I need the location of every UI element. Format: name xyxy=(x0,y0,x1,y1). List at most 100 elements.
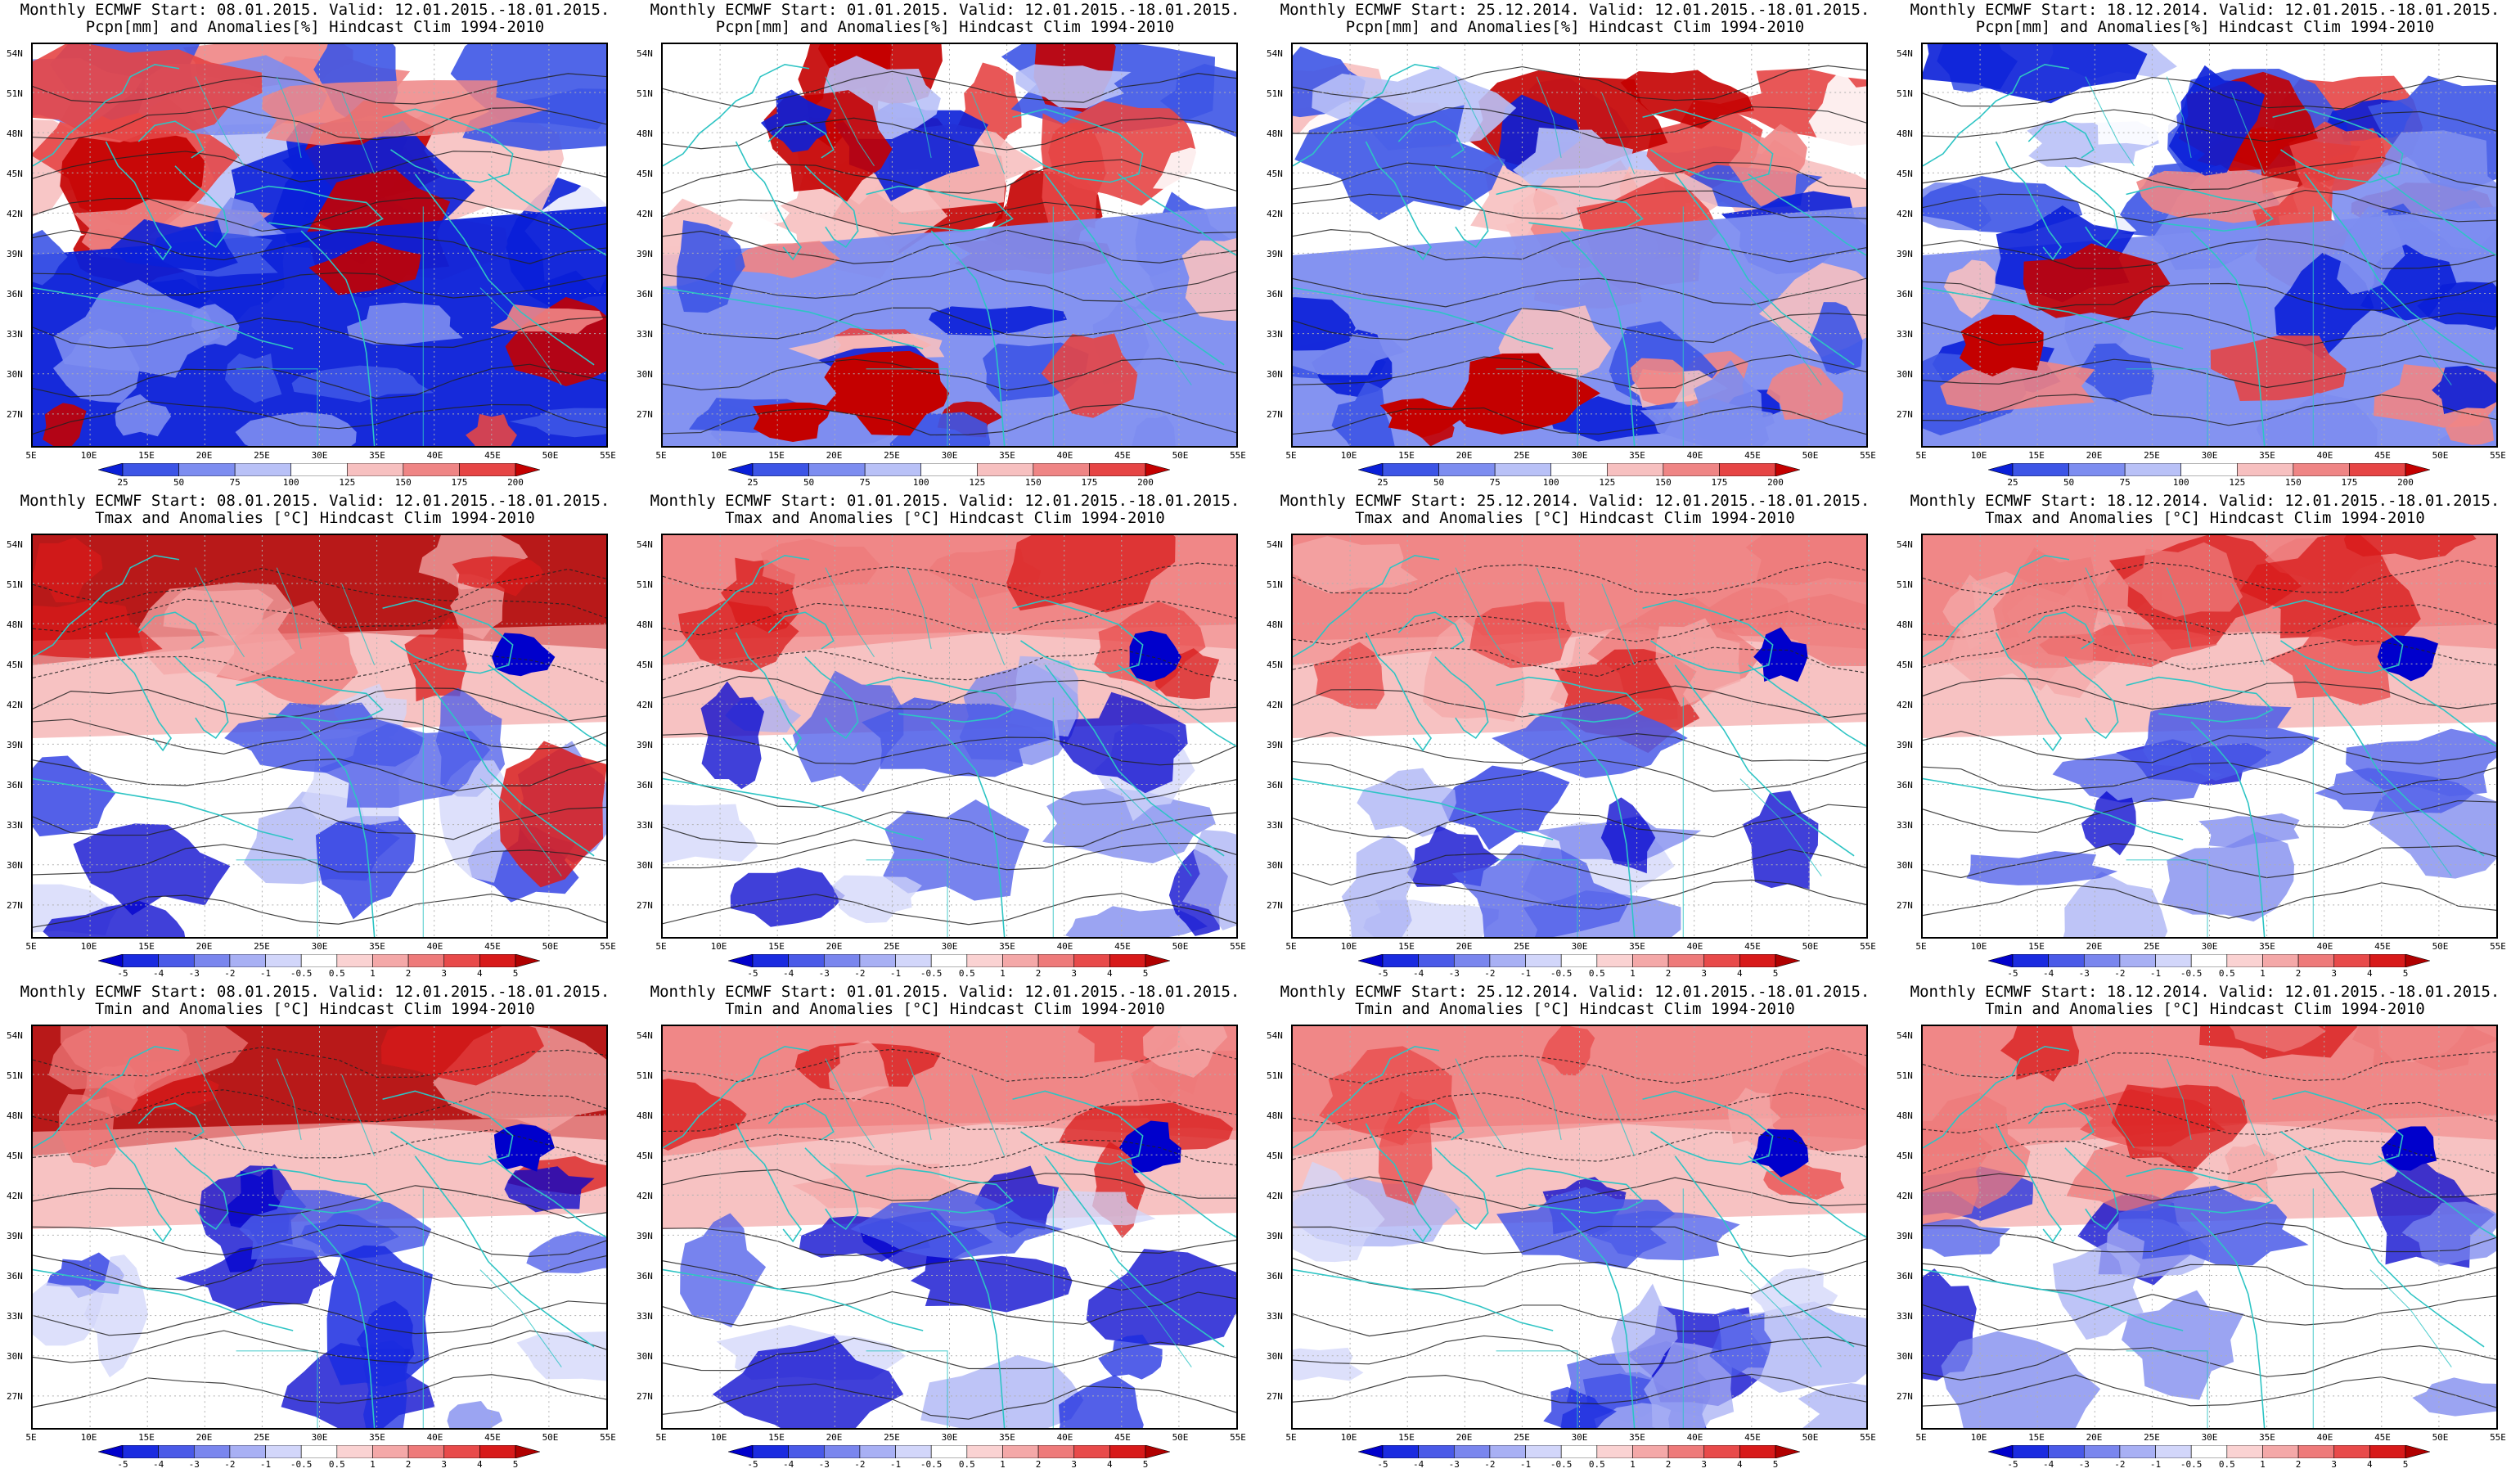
colorbar-tick-label: 200 xyxy=(1767,477,1784,488)
colorbar-swatch xyxy=(265,953,302,968)
colorbar-tick-label: 2 xyxy=(1035,968,1042,979)
latitude-label: 27N xyxy=(7,1391,23,1402)
latitude-label: 39N xyxy=(1267,1231,1283,1241)
longitude-label: 55E xyxy=(1860,941,1876,952)
colorbar-tick-label: 5 xyxy=(1772,1459,1779,1470)
colorbar-swatch xyxy=(2226,953,2263,968)
panel-title-line-2: Tmax and Anomalies [°C] Hindcast Clim 19… xyxy=(1355,509,1795,527)
colorbar-tick-label: 2 xyxy=(405,1459,412,1470)
panel-title-line-1: Monthly ECMWF Start: 08.01.2015. Valid: … xyxy=(20,492,610,510)
colorbar-tick-label: 5 xyxy=(512,1459,519,1470)
colorbar-swatch xyxy=(1357,462,1384,477)
map-plot-area xyxy=(1291,43,1868,448)
longitude-label: 50E xyxy=(1802,450,1819,461)
colorbar-swatch xyxy=(1663,462,1720,477)
colorbar-tick-label: -2 xyxy=(2114,968,2126,979)
colorbar-swatch xyxy=(1987,953,2014,968)
colorbar-swatch xyxy=(895,953,932,968)
colorbar-tick-label: 125 xyxy=(2229,477,2246,488)
colorbar-tick-label: -1 xyxy=(1519,1459,1532,1470)
colorbar-tick-label: 4 xyxy=(2367,1459,2373,1470)
colorbar-tick-label: 175 xyxy=(1081,477,1098,488)
colorbar-tick-label: 5 xyxy=(1142,1459,1149,1470)
colorbar-tick-label: -3 xyxy=(1448,1459,1460,1470)
colorbar-swatch xyxy=(966,1444,1003,1459)
latitude-label: 30N xyxy=(1897,1351,1913,1362)
colorbar-tick-label: 2 xyxy=(1665,968,1672,979)
colorbar-swatch xyxy=(930,1444,968,1459)
latitude-label: 27N xyxy=(1267,900,1283,911)
latitude-label: 54N xyxy=(7,1030,23,1041)
colorbar-tick-label: -2 xyxy=(2114,1459,2126,1470)
longitude-label: 15E xyxy=(138,941,155,952)
colorbar-swatch xyxy=(193,953,231,968)
latitude-label: 30N xyxy=(637,860,653,871)
longitude-label: 15E xyxy=(1398,941,1415,952)
latitude-label: 36N xyxy=(1897,780,1913,791)
colorbar-tick-label: 1 xyxy=(370,1459,376,1470)
colorbar-swatch xyxy=(158,1444,195,1459)
colorbar-tick-label: 100 xyxy=(282,477,299,488)
map-plot-area xyxy=(1921,43,2498,448)
longitude-label: 30E xyxy=(1571,450,1588,461)
longitude-label: 30E xyxy=(941,450,958,461)
colorbar-swatch xyxy=(752,953,789,968)
colorbar-tick-label: 0.5 xyxy=(2218,968,2235,979)
latitude-label: 33N xyxy=(7,1311,23,1322)
colorbar-swatch xyxy=(2190,953,2228,968)
colorbar-swatch xyxy=(193,1444,231,1459)
colorbar-swatch xyxy=(895,1444,932,1459)
colorbar-tick-label: 4 xyxy=(1107,1459,1113,1470)
colorbar-swatch xyxy=(859,1444,896,1459)
latitude-label: 42N xyxy=(7,209,23,219)
latitude-label: 39N xyxy=(637,249,653,259)
colorbar-swatch xyxy=(1089,462,1146,477)
longitude-label: 40E xyxy=(2316,941,2333,952)
longitude-label: 5E xyxy=(655,450,667,461)
colorbar-swatch xyxy=(966,953,1003,968)
latitude-label: 39N xyxy=(1267,740,1283,750)
anomaly-field-map xyxy=(1923,44,2496,446)
colorbar-tick-label: -3 xyxy=(2078,968,2090,979)
latitude-label: 54N xyxy=(1267,1030,1283,1041)
colorbar-tick-label: -2 xyxy=(854,1459,866,1470)
latitude-label: 54N xyxy=(1897,48,1913,59)
longitude-label: 45E xyxy=(1744,1432,1761,1443)
colorbar xyxy=(727,1444,1172,1459)
latitude-label: 42N xyxy=(1267,1191,1283,1201)
longitude-label: 25E xyxy=(2144,450,2160,461)
colorbar-swatch xyxy=(727,1444,754,1459)
colorbar-swatch xyxy=(122,1444,159,1459)
longitude-label: 30E xyxy=(941,1432,958,1443)
longitude-label: 35E xyxy=(2259,1432,2275,1443)
colorbar-tick-label: -5 xyxy=(2007,1459,2018,1470)
longitude-label: 55E xyxy=(600,1432,616,1443)
colorbar-tick-label: 25 xyxy=(1377,477,1388,488)
longitude-label: 55E xyxy=(1860,1432,1876,1443)
colorbar-swatch xyxy=(2262,1444,2299,1459)
colorbar-swatch xyxy=(1775,953,1802,968)
longitude-label: 30E xyxy=(2201,450,2218,461)
colorbar-tick-label: 3 xyxy=(441,1459,448,1470)
longitude-label: 35E xyxy=(999,941,1015,952)
latitude-label: 42N xyxy=(1267,700,1283,710)
colorbar-swatch xyxy=(372,953,409,968)
longitude-label: 55E xyxy=(2490,450,2506,461)
colorbar-swatch xyxy=(1667,1444,1705,1459)
colorbar-tick-label: -4 xyxy=(2043,1459,2054,1470)
colorbar-tick-label: 3 xyxy=(2331,1459,2338,1470)
colorbar-tick-label: 5 xyxy=(1142,968,1149,979)
latitude-label: 48N xyxy=(7,128,23,139)
colorbar-swatch xyxy=(1418,953,1455,968)
panel-title-line-2: Tmin and Anomalies [°C] Hindcast Clim 19… xyxy=(1985,1000,2425,1018)
latitude-label: 33N xyxy=(637,329,653,340)
latitude-label: 27N xyxy=(1267,1391,1283,1402)
colorbar-tick-label: 4 xyxy=(1107,968,1113,979)
colorbar-tick-label: 75 xyxy=(1489,477,1501,488)
latitude-label: 51N xyxy=(7,88,23,99)
longitude-label: 35E xyxy=(999,450,1015,461)
panel-title-line-1: Monthly ECMWF Start: 01.01.2015. Valid: … xyxy=(650,492,1240,510)
map-plot-area xyxy=(1921,534,2498,939)
latitude-label: 48N xyxy=(7,619,23,630)
colorbar-tick-label: 4 xyxy=(1737,1459,1743,1470)
